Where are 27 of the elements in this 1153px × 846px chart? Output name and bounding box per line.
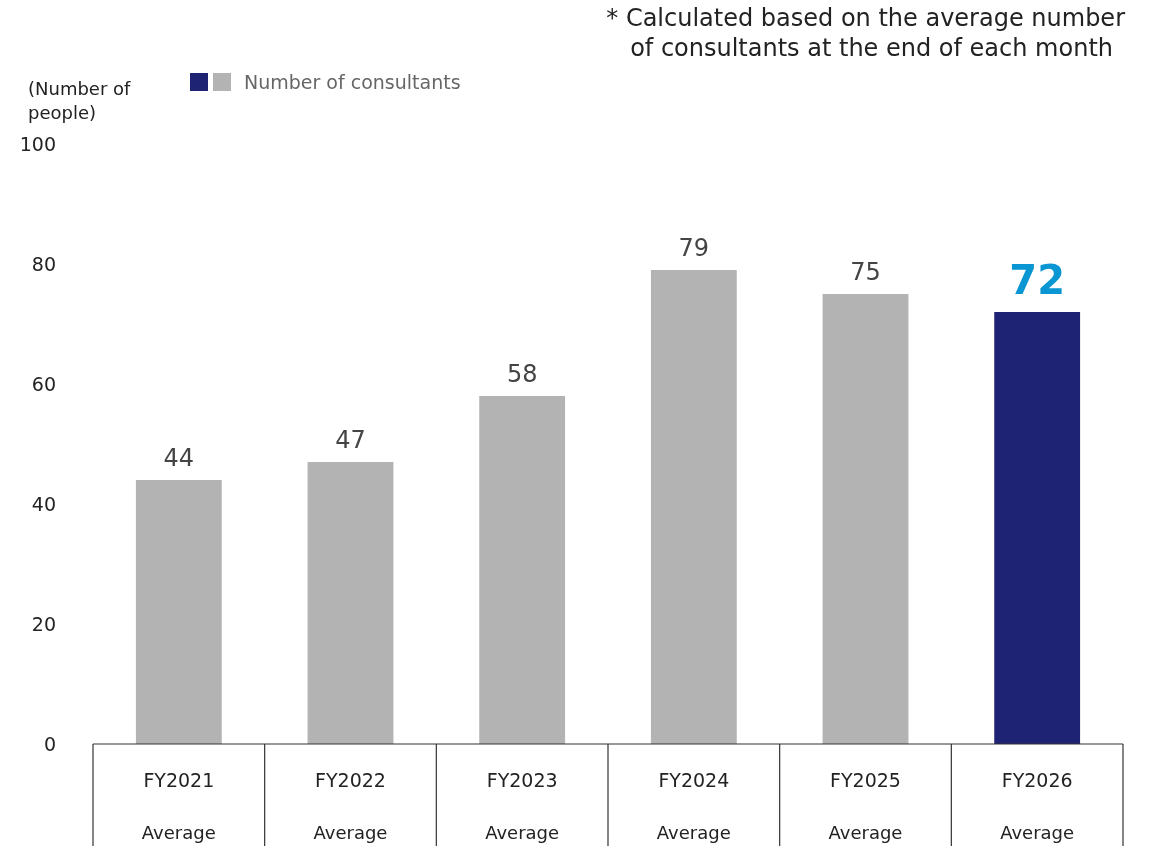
data-label: 75 <box>850 258 881 286</box>
y-tick-label: 60 <box>31 373 56 395</box>
bar <box>822 294 909 744</box>
bar <box>135 480 222 744</box>
category-label: FY2026 Average <box>1000 769 1075 843</box>
y-axis-title: (Number of people) <box>28 78 132 123</box>
y-tick-label: 20 <box>31 613 56 635</box>
bar <box>994 312 1081 744</box>
y-tick-label: 40 <box>31 493 56 515</box>
data-label: 58 <box>506 360 538 388</box>
category-label: FY2023 Average <box>485 769 560 843</box>
y-tick-label: 100 <box>19 133 56 155</box>
category-label: FY2025 Average <box>828 769 903 843</box>
y-tick-label: 80 <box>31 253 56 275</box>
bar <box>479 396 566 744</box>
category-label: FY2024 Average <box>656 769 731 843</box>
text: * Calculated based on the average number of consultants at the end of each month <box>606 4 1126 62</box>
legend-label: Number of consultants <box>244 71 461 93</box>
bar <box>650 270 737 744</box>
y-tick-label: 0 <box>43 733 56 755</box>
data-label: 44 <box>163 444 195 472</box>
data-label: 79 <box>678 234 710 262</box>
data-label: 72 <box>1009 257 1065 303</box>
data-label: 47 <box>335 426 366 454</box>
bar <box>307 462 394 744</box>
category-label: FY2022 Average <box>313 769 388 843</box>
category-label: FY2021 Average <box>141 769 216 843</box>
